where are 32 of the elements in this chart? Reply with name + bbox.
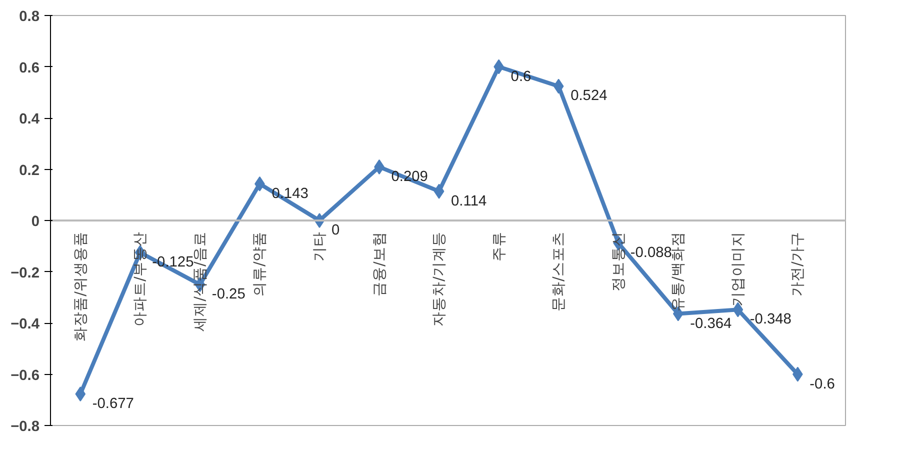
data-label: -0.088 xyxy=(630,245,672,262)
point xyxy=(75,386,86,402)
x-tick-label: 문화/스포츠 xyxy=(550,231,568,312)
point xyxy=(553,78,564,94)
x-tick-label: 자동차/기계등 xyxy=(430,231,448,326)
data-label: -0.677 xyxy=(92,396,134,412)
data-label: 0.524 xyxy=(570,88,608,104)
y-tick-label: −0.8 xyxy=(10,419,40,435)
y-tick-label: −0.6 xyxy=(10,368,40,384)
data-label: -0.25 xyxy=(212,286,246,303)
x-tick-label: 아파트/부동산 xyxy=(132,231,149,326)
y-tick-label: 0.2 xyxy=(19,162,40,179)
y-tick-label: 0.8 xyxy=(19,9,40,25)
x-tick-label: 의류/약품 xyxy=(251,231,268,296)
data-label: -0.348 xyxy=(750,312,792,328)
x-tick-label: 화장품/위생용품 xyxy=(72,231,89,342)
x-tick-label: 기타 xyxy=(310,232,328,262)
x-tick-label: 가전/가구 xyxy=(789,231,806,296)
x-tick-label: 정보통신 xyxy=(610,232,627,292)
point xyxy=(434,184,444,199)
y-tick-label: 0 xyxy=(31,214,40,230)
y-tick-label: −0.4 xyxy=(10,316,40,332)
x-tick-label: 기업이미지 xyxy=(729,232,746,306)
y-tick-label: 0.6 xyxy=(19,60,40,76)
data-label: -0.364 xyxy=(690,316,732,332)
data-label: 0.114 xyxy=(451,193,487,210)
data-label: -0.6 xyxy=(810,376,835,392)
y-tick-label: −0.2 xyxy=(10,265,40,282)
y-tick-label: 0.4 xyxy=(19,112,40,128)
x-tick-label: 금융/보험 xyxy=(370,231,388,296)
data-label: 0 xyxy=(331,222,340,238)
x-tick-label: 주류 xyxy=(490,232,508,262)
